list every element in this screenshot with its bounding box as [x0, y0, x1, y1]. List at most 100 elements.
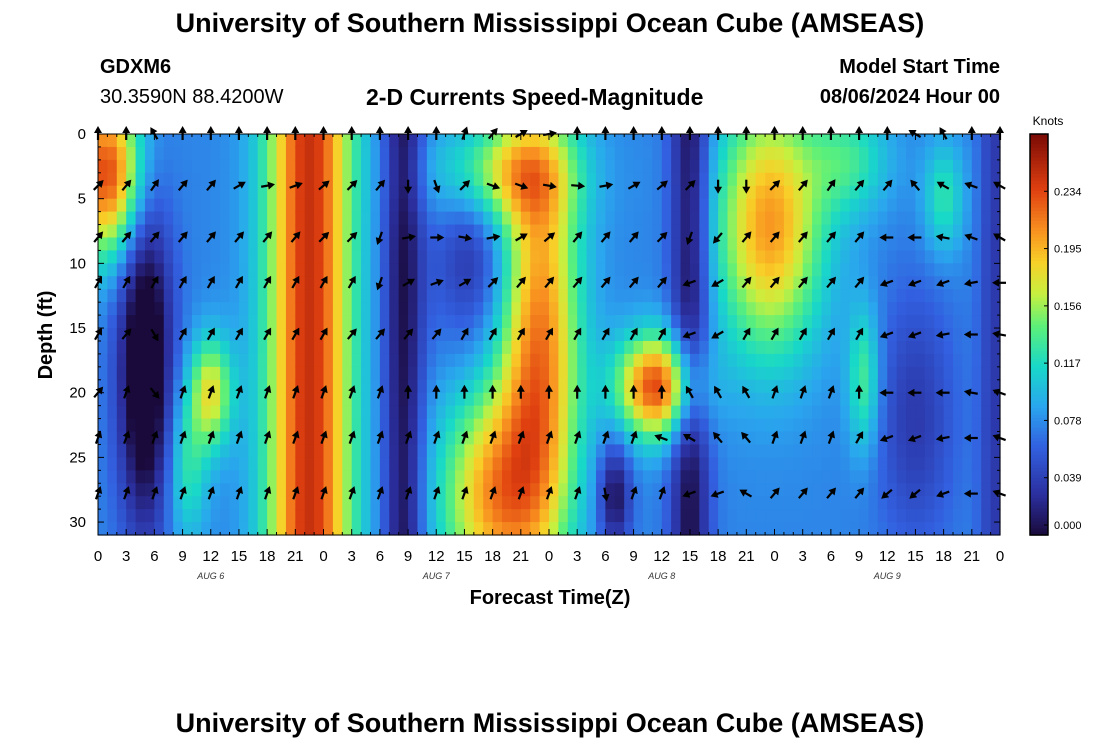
heat-cell	[276, 509, 287, 523]
heat-cell	[877, 392, 888, 407]
arrow-head	[488, 384, 497, 392]
heat-cell	[530, 237, 541, 252]
heat-cell	[135, 392, 146, 407]
heat-cell	[746, 289, 757, 303]
current-arrow	[291, 430, 300, 445]
heat-cell	[182, 483, 193, 497]
heat-cell	[774, 250, 785, 264]
current-arrow	[515, 130, 528, 138]
heat-cell	[135, 302, 146, 316]
heat-cell	[924, 328, 935, 342]
heat-cell	[426, 289, 437, 303]
heat-cell	[595, 522, 606, 536]
current-arrow	[629, 384, 638, 399]
heat-cell	[539, 379, 550, 394]
heat-cell	[210, 146, 221, 161]
heat-cell	[943, 263, 954, 277]
heat-cell	[934, 392, 945, 407]
heat-cell	[549, 353, 559, 368]
heat-cell	[689, 340, 700, 355]
heat-cell	[718, 276, 729, 290]
heat-cell	[605, 289, 616, 303]
heat-cell	[934, 237, 945, 252]
arrow-head	[95, 231, 104, 240]
heat-cell	[426, 146, 437, 161]
colorbar-segment	[1030, 431, 1048, 436]
heat-cell	[511, 470, 522, 484]
heat-cell	[896, 496, 907, 510]
heat-cell	[614, 431, 625, 446]
heat-cell	[502, 250, 513, 264]
heat-cell	[417, 198, 428, 213]
heat-cell	[98, 379, 108, 394]
heat-cell	[257, 366, 268, 381]
current-arrow	[177, 179, 188, 192]
heat-cell	[98, 315, 108, 329]
heat-cell	[370, 353, 381, 368]
colorbar-segment	[1030, 401, 1048, 406]
heat-cell	[727, 379, 738, 394]
heat-cell	[389, 224, 400, 239]
heat-cell	[295, 276, 306, 290]
heat-cell	[126, 159, 137, 174]
heat-cell	[408, 392, 419, 407]
heat-cell	[924, 431, 935, 446]
heat-cell	[285, 159, 296, 174]
heat-cell	[502, 496, 513, 510]
heat-cell	[633, 224, 644, 239]
heat-cell	[802, 405, 813, 420]
heat-cell	[304, 224, 315, 239]
heat-cell	[727, 276, 738, 290]
heat-cell	[276, 392, 287, 407]
heat-cell	[492, 340, 503, 355]
arrow-head	[150, 127, 158, 136]
heat-cell	[595, 496, 606, 510]
heat-cell	[539, 405, 550, 420]
heat-cell	[699, 146, 710, 161]
heat-cell	[830, 353, 841, 368]
heat-cell	[135, 366, 146, 381]
heat-cell	[774, 224, 785, 239]
heat-cell	[314, 340, 325, 355]
heat-cell	[887, 405, 898, 420]
heat-cell	[107, 250, 118, 264]
heat-cell	[323, 379, 334, 394]
heat-cell	[314, 134, 325, 148]
current-arrow	[854, 487, 865, 499]
heat-cell	[445, 418, 456, 433]
heat-cell	[342, 276, 353, 290]
heat-cell	[445, 237, 456, 252]
arrow-head	[602, 327, 610, 336]
heat-cell	[492, 289, 503, 303]
heat-cell	[765, 198, 776, 213]
heat-cell	[840, 392, 851, 407]
heat-cell	[849, 509, 860, 523]
heat-cell	[859, 340, 870, 355]
heat-cell	[849, 211, 860, 226]
heat-cell	[877, 250, 888, 264]
heat-cell	[971, 172, 982, 187]
arrow-head	[601, 430, 610, 439]
heat-cell	[492, 431, 503, 446]
heat-cell	[398, 457, 409, 471]
arrow-head	[122, 486, 131, 495]
heat-cell	[934, 496, 945, 510]
heat-cell	[370, 276, 381, 290]
heat-cell	[426, 250, 437, 264]
heat-cell	[877, 405, 888, 420]
heat-cell	[163, 457, 174, 471]
heat-cell	[971, 276, 982, 290]
heat-cell	[238, 224, 249, 239]
heat-cell	[154, 418, 165, 433]
heat-cell	[821, 509, 832, 523]
heat-cell	[267, 418, 278, 433]
heat-cell	[840, 237, 851, 252]
heat-cell	[135, 328, 146, 342]
heat-cell	[210, 379, 221, 394]
heat-cell	[426, 366, 437, 381]
heat-cell	[859, 276, 870, 290]
heat-cell	[868, 457, 879, 471]
current-arrow	[517, 430, 525, 445]
heat-cell	[680, 289, 691, 303]
heat-cell	[812, 263, 823, 277]
